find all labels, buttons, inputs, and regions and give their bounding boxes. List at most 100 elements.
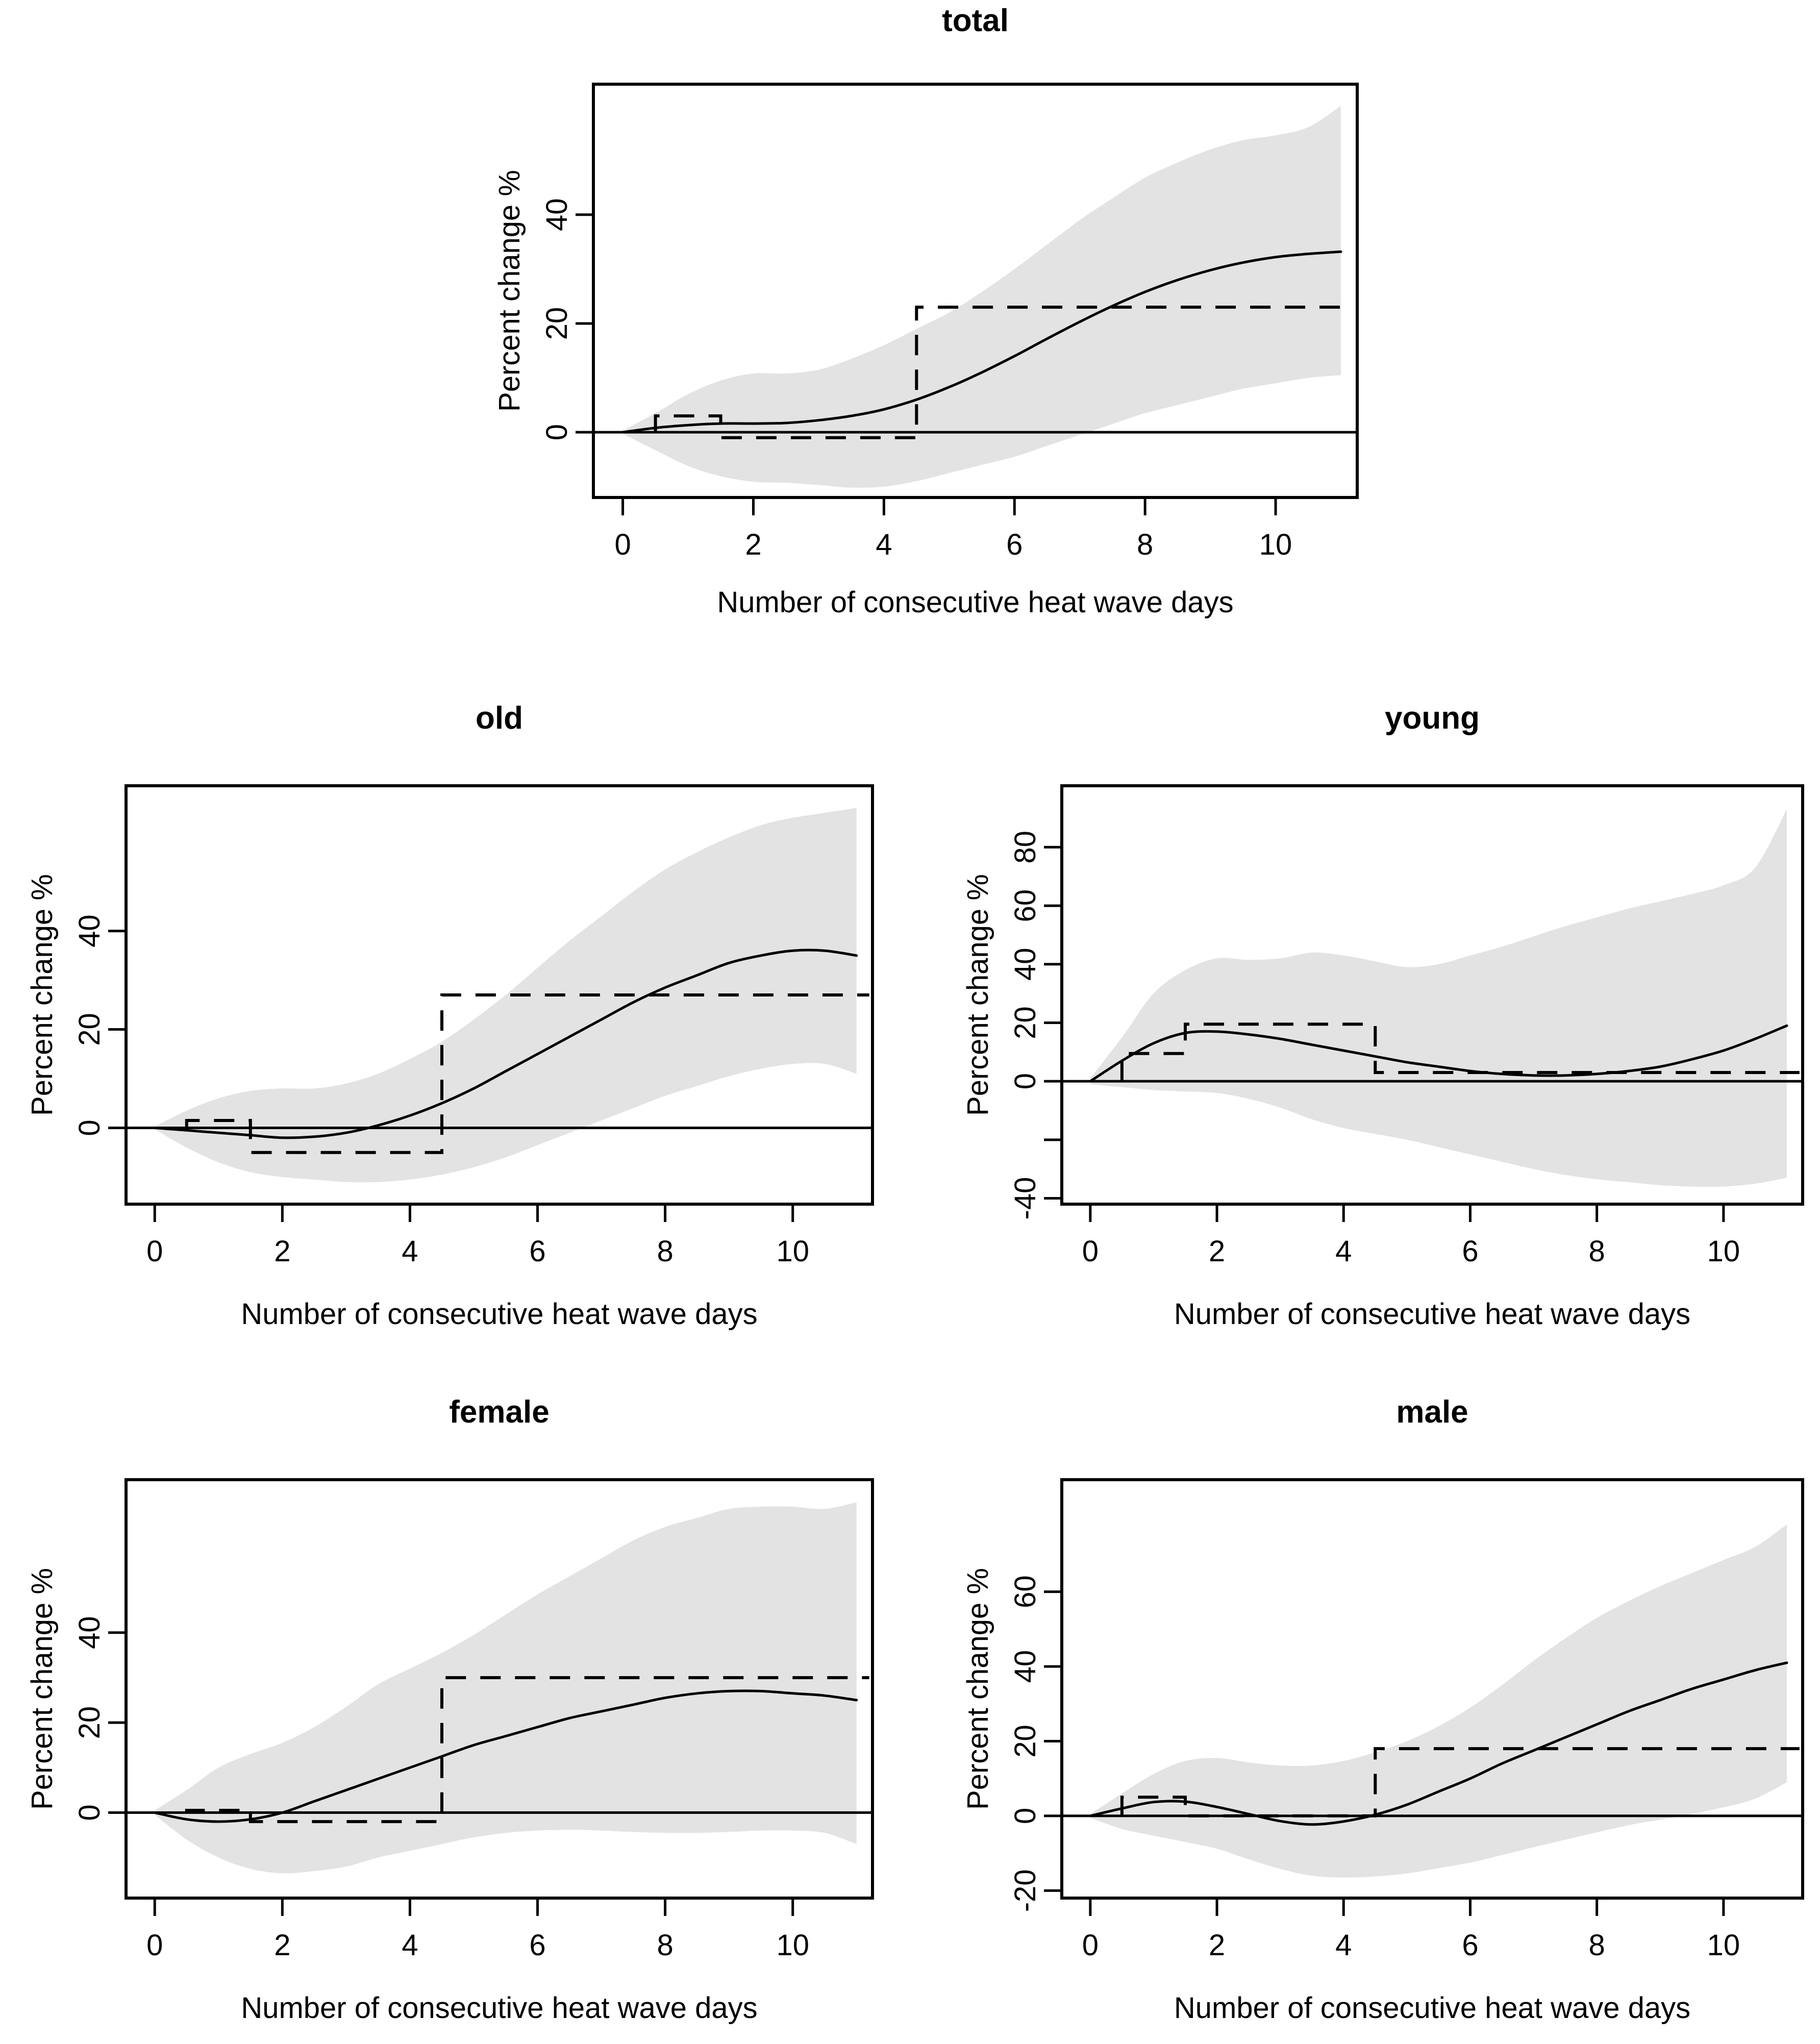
x-tick-label: 6	[529, 1235, 545, 1268]
plot-old: 0 2 4 6 8 10 0 20 40	[73, 784, 874, 1268]
step-estimate-line	[185, 1676, 869, 1824]
x-tick-label: 0	[146, 1929, 163, 1962]
y-axis: -20 0 20 40 60	[1009, 1575, 1060, 1912]
x-tick-label: 10	[776, 1929, 809, 1962]
panel-title: female	[449, 1394, 550, 1430]
y-tick-label: 0	[540, 424, 574, 440]
x-tick-label: 4	[1335, 1235, 1352, 1268]
x-tick-label: 0	[1082, 1235, 1099, 1268]
smooth-curve	[621, 250, 1342, 434]
y-axis-label: Percent change %	[493, 170, 526, 412]
confidence-band	[622, 106, 1341, 488]
x-tick-label: 2	[274, 1929, 290, 1962]
x-tick-label: 10	[1259, 528, 1292, 561]
plot-area	[593, 106, 1357, 488]
x-axis-label: Number of consecutive heat wave days	[241, 1298, 758, 1331]
plot-total: 0 2 4 6 8 10 0 20 40	[540, 83, 1359, 561]
x-axis: 0 2 4 6 8 10	[614, 499, 1292, 561]
x-tick-label: 0	[614, 528, 631, 561]
y-tick-label: -40	[1009, 1177, 1042, 1220]
y-tick-label: 60	[1009, 1575, 1042, 1608]
confidence-band	[155, 808, 857, 1183]
y-axis: -40 0 20 40 60 80	[1009, 831, 1060, 1219]
y-tick-label: 40	[540, 198, 574, 232]
smooth-curve	[1089, 1024, 1788, 1083]
plot-box	[1060, 784, 1804, 1206]
smooth-curve	[153, 1689, 858, 1823]
x-axis: 0 2 4 6 8 10	[146, 1900, 809, 1962]
x-tick-label: 8	[1589, 1929, 1605, 1962]
plot-box	[1060, 1478, 1804, 1900]
plot-area	[126, 1502, 872, 1874]
y-tick-label: 40	[1009, 1650, 1042, 1683]
y-tick-label: 20	[540, 307, 574, 340]
x-tick-label: 10	[1707, 1929, 1740, 1962]
plot-area	[1062, 809, 1803, 1187]
x-tick-label: 6	[1462, 1235, 1478, 1268]
y-tick-label: 40	[1009, 948, 1042, 981]
y-axis: 0 20 40	[73, 1616, 124, 1821]
plot-young: 0 2 4 6 8 10 -40 0 20 40 60 80	[1009, 784, 1804, 1268]
y-tick-label: 0	[1009, 1808, 1042, 1824]
x-tick-label: 10	[1707, 1235, 1740, 1268]
plot-area	[126, 808, 872, 1183]
panel-title: young	[1385, 701, 1480, 736]
y-tick-label: 20	[1009, 1006, 1042, 1039]
y-tick-label: 40	[73, 914, 106, 948]
y-tick-label: 20	[73, 1013, 106, 1046]
panel-title: old	[476, 701, 523, 736]
x-tick-label: 2	[1209, 1235, 1225, 1268]
x-tick-label: 8	[657, 1235, 673, 1268]
y-tick-label: -20	[1009, 1869, 1042, 1912]
x-tick-label: 4	[402, 1235, 418, 1268]
y-tick-label: 60	[1009, 889, 1042, 923]
x-axis-label: Number of consecutive heat wave days	[241, 1991, 758, 2025]
y-axis: 0 20 40	[73, 914, 124, 1136]
x-tick-label: 8	[1589, 1235, 1605, 1268]
x-tick-label: 2	[1209, 1929, 1225, 1962]
panel-title: total	[942, 3, 1009, 38]
y-axis-label: Percent change %	[26, 1568, 59, 1810]
x-axis-label: Number of consecutive heat wave days	[717, 586, 1234, 619]
y-axis-label: Percent change %	[961, 1568, 994, 1810]
plot-female: 0 2 4 6 8 10 0 20 40	[73, 1478, 874, 1962]
x-tick-label: 8	[1137, 528, 1153, 561]
x-axis: 0 2 4 6 8 10	[146, 1206, 809, 1268]
confidence-band	[1090, 1524, 1787, 1878]
plot-box	[592, 83, 1359, 499]
y-axis: 0 20 40	[540, 198, 592, 440]
x-tick-label: 0	[146, 1235, 163, 1268]
plot-male: 0 2 4 6 8 10 -20 0 20 40 60	[1009, 1478, 1804, 1962]
panel-young: young 0 2 4 6 8 10 -40 0 20 40 60 80 Number of cons…	[913, 653, 1820, 1350]
x-tick-label: 2	[745, 528, 761, 561]
step-estimate-line	[654, 306, 1354, 439]
x-axis: 0 2 4 6 8 10	[1082, 1900, 1740, 1962]
y-tick-label: 40	[73, 1616, 106, 1650]
smooth-curve	[1089, 1661, 1788, 1826]
x-tick-label: 6	[529, 1929, 545, 1962]
x-tick-label: 4	[402, 1929, 418, 1962]
x-axis: 0 2 4 6 8 10	[1082, 1206, 1740, 1268]
smooth-curve	[153, 949, 858, 1139]
y-tick-label: 0	[73, 1119, 106, 1136]
x-tick-label: 6	[1006, 528, 1023, 561]
x-tick-label: 8	[657, 1929, 673, 1962]
y-tick-label: 0	[1009, 1073, 1042, 1089]
plot-area	[1062, 1524, 1803, 1878]
x-tick-label: 4	[1335, 1929, 1352, 1962]
x-axis-label: Number of consecutive heat wave days	[1174, 1298, 1691, 1331]
confidence-band	[155, 1502, 857, 1874]
step-estimate-line	[1120, 1747, 1800, 1817]
plot-box	[124, 1478, 874, 1900]
panel-female: female 0 2 4 6 8 10 0 20 40 Number of consecutiv…	[0, 1347, 918, 2044]
y-tick-label: 0	[73, 1804, 106, 1821]
x-tick-label: 0	[1082, 1929, 1099, 1962]
y-axis-label: Percent change %	[961, 874, 994, 1116]
y-axis-label: Percent change %	[26, 874, 59, 1116]
step-estimate-line	[1120, 1023, 1800, 1082]
y-tick-label: 20	[73, 1706, 106, 1739]
x-tick-label: 4	[876, 528, 892, 561]
y-tick-label: 20	[1009, 1725, 1042, 1758]
panel-old: old 0 2 4 6 8 10 0 20 40 Number of consecutive h…	[0, 653, 918, 1350]
